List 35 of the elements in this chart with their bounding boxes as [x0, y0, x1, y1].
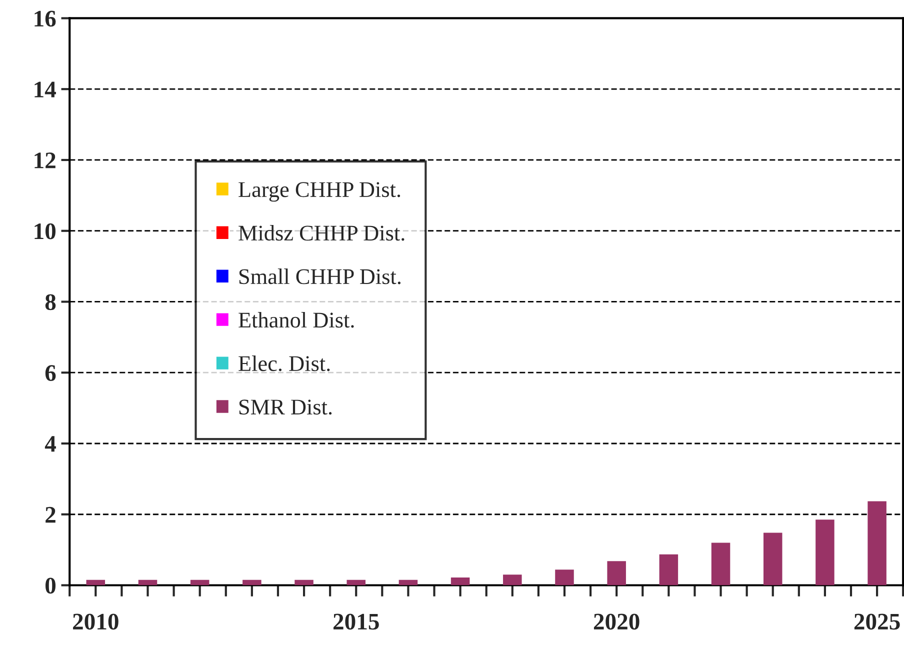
y-tick-label: 6 — [45, 365, 56, 382]
y-tick-label: 14 — [34, 82, 56, 98]
y-tick-label: 12 — [34, 152, 56, 168]
bar — [242, 580, 262, 586]
bar — [503, 574, 522, 586]
y-tick-label: 0 — [46, 578, 56, 594]
bar — [659, 554, 678, 586]
y-tick-label: 16 — [34, 10, 56, 27]
bar — [555, 570, 574, 586]
legend-label: Midsz CHHP Dist. — [238, 225, 404, 241]
bar — [138, 580, 158, 586]
bar — [346, 580, 366, 586]
y-tick-label: 2 — [46, 506, 56, 523]
bar — [711, 542, 730, 586]
x-tick-label: 2010 — [73, 614, 118, 630]
bar — [607, 561, 626, 586]
legend-label: Small CHHP Dist. — [239, 268, 401, 284]
legend-label: SMR Dist. — [239, 400, 332, 415]
x-tick-label: 2015 — [334, 614, 379, 630]
bar — [294, 580, 314, 586]
bar — [398, 580, 418, 586]
bar — [450, 577, 470, 586]
legend-label: Ethanol Dist. — [238, 312, 354, 328]
bar — [868, 501, 886, 586]
legend-label: Large CHHP Dist. — [238, 182, 400, 202]
bar — [190, 580, 210, 586]
bar — [816, 520, 834, 586]
bar — [763, 532, 782, 586]
bar — [86, 580, 106, 586]
y-tick-label: 8 — [45, 294, 56, 310]
x-tick-label: 2020 — [594, 614, 640, 630]
x-tick-label: 2025 — [854, 614, 900, 630]
y-tick-label: 4 — [44, 436, 56, 452]
y-tick-label: 10 — [34, 223, 56, 240]
legend-label: Elec. Dist. — [238, 355, 330, 372]
